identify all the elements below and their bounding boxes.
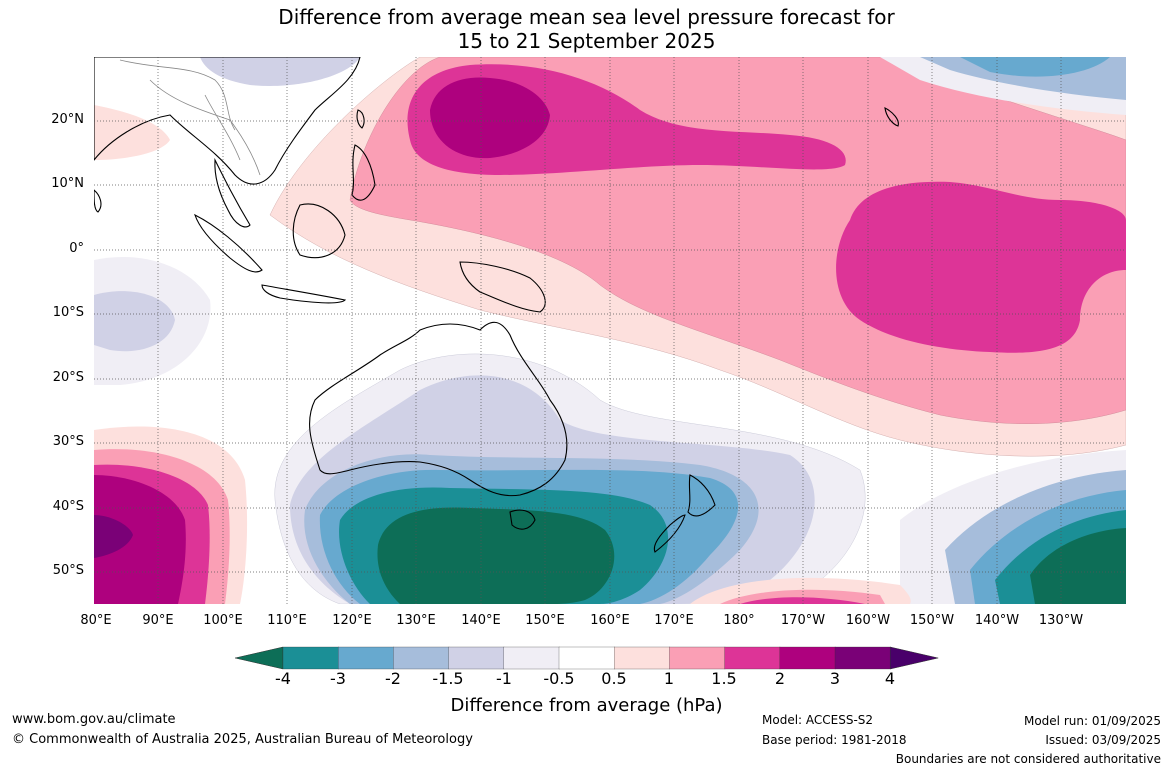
- positive-blob-west: [94, 105, 170, 160]
- lon-label-150w: 150°W: [909, 613, 955, 628]
- map-title: Difference from average mean sea level p…: [0, 5, 1173, 53]
- lon-label-110e: 110°E: [267, 613, 307, 628]
- positive-core-northwest-2: [430, 77, 550, 159]
- negative-patch-west-2: [94, 291, 175, 352]
- lon-label-150e: 150°E: [525, 613, 565, 628]
- lon-label-160w: 160°W: [845, 613, 891, 628]
- malay-peninsula-coastline: [214, 157, 251, 228]
- lon-label-80e: 80°E: [80, 613, 112, 628]
- colorbar-tick: 0.5: [601, 669, 627, 688]
- colorbar-label: Difference from average (hPa): [450, 695, 723, 716]
- coastlines: [94, 57, 899, 553]
- colorbar-tick: 3: [829, 669, 841, 688]
- lat-label-50s: 50°S: [52, 563, 84, 578]
- negative-southeast-core: [1030, 528, 1126, 604]
- negative-patch-north: [200, 57, 360, 86]
- taiwan-coastline: [356, 109, 365, 129]
- positive-south-3: [740, 597, 865, 604]
- sumatra-coastline: [194, 213, 263, 273]
- hawaii-coastline: [884, 107, 899, 127]
- lat-label-10n: 10°N: [51, 176, 84, 191]
- lon-label-130e: 130°E: [396, 613, 436, 628]
- asia-mainland-coastline: [94, 57, 361, 185]
- positive-core-east: [836, 181, 1126, 353]
- lon-label-170w: 170°W: [780, 613, 826, 628]
- lon-label-130w: 130°W: [1038, 613, 1084, 628]
- colorbar-tick: 4: [884, 669, 896, 688]
- new-guinea-coastline: [459, 261, 546, 313]
- lon-label-120e: 120°E: [332, 613, 372, 628]
- lon-label-170e: 170°E: [654, 613, 694, 628]
- borneo-coastline: [292, 203, 346, 259]
- new-zealand-south-coastline: [653, 514, 686, 553]
- country-borders: [119, 59, 261, 176]
- new-zealand-north-coastline: [687, 474, 716, 517]
- lon-label-160e: 160°E: [590, 613, 630, 628]
- anomaly-fields: [94, 57, 1126, 604]
- colorbar-tick: 1: [663, 669, 675, 688]
- lon-label-100e: 100°E: [203, 613, 243, 628]
- lat-label-30s: 30°S: [52, 434, 84, 449]
- issued-text: Issued: 03/09/2025: [1045, 733, 1161, 747]
- disclaimer-text: Boundaries are not considered authoritat…: [895, 752, 1161, 766]
- website-text: www.bom.gov.au/climate: [12, 712, 176, 727]
- title-line-1: Difference from average mean sea level p…: [278, 5, 895, 29]
- negative-core-south: [377, 507, 615, 604]
- negative-northeast-3: [960, 57, 1110, 77]
- graticule: [94, 57, 1126, 604]
- copyright-text: © Commonwealth of Australia 2025, Austra…: [12, 732, 473, 747]
- model-text: Model: ACCESS-S2: [762, 713, 874, 727]
- colorbar-tick: -1: [496, 669, 512, 688]
- colorbar-tick: 1.5: [711, 669, 737, 688]
- colorbar-tick: -2: [385, 669, 401, 688]
- title-line-2: 15 to 21 September 2025: [457, 29, 716, 53]
- australia-coastline: [309, 321, 568, 497]
- base-period-text: Base period: 1981-2018: [762, 733, 907, 747]
- positive-southwest-core: [94, 515, 133, 558]
- lon-label-140e: 140°E: [461, 613, 501, 628]
- colorbar-tick: -0.5: [543, 669, 575, 688]
- lat-label-40s: 40°S: [52, 499, 84, 514]
- lat-label-0: 0°: [69, 241, 84, 256]
- tasmania-coastline: [509, 509, 536, 530]
- lat-label-20s: 20°S: [52, 370, 84, 385]
- sri-lanka-coastline: [94, 189, 102, 213]
- lat-label-10s: 10°S: [52, 305, 84, 320]
- colorbar-tick: -4: [275, 669, 291, 688]
- lon-label-140w: 140°W: [974, 613, 1020, 628]
- lon-label-180: 180°: [723, 613, 755, 628]
- colorbar-tick: -1.5: [432, 669, 464, 688]
- philippines-coastline: [351, 144, 376, 201]
- java-coastline: [261, 284, 347, 304]
- positive-southwest-4: [94, 475, 186, 604]
- model-run-text: Model run: 01/09/2025: [1023, 714, 1161, 728]
- colorbar-tick: 2: [774, 669, 786, 688]
- colorbar-tick: -3: [330, 669, 346, 688]
- lat-label-20n: 20°N: [51, 112, 84, 127]
- lon-label-90e: 90°E: [142, 613, 174, 628]
